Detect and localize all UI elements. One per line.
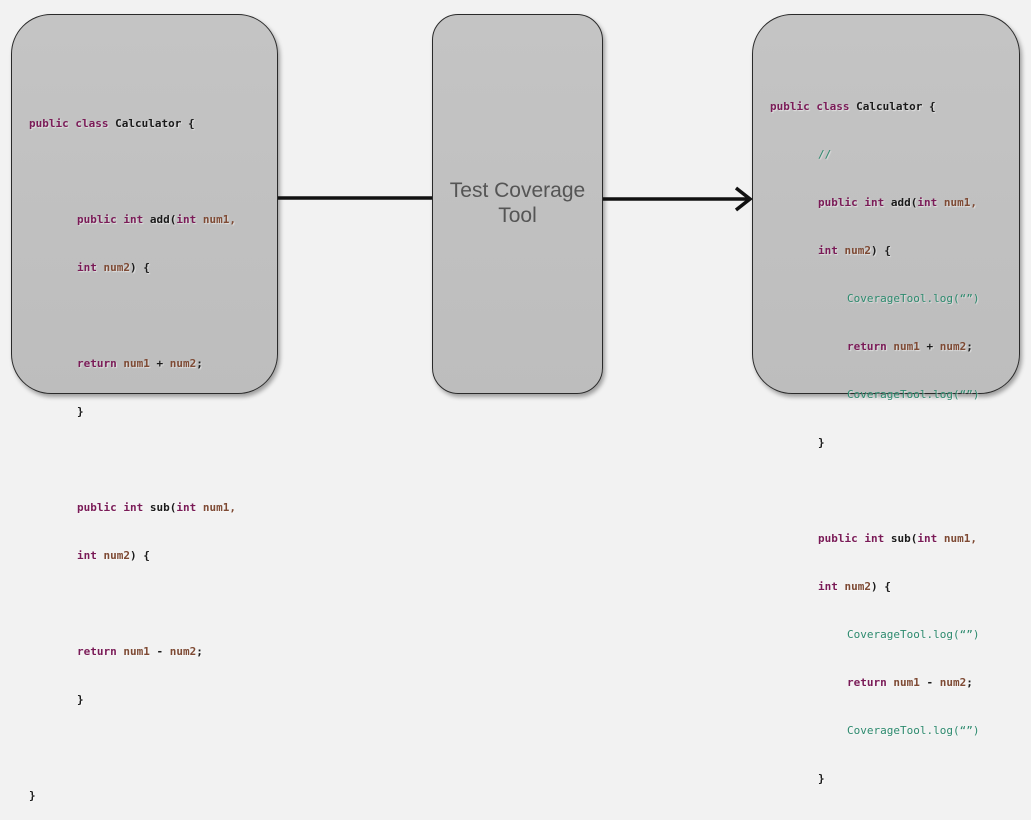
code-variable: num2 xyxy=(844,580,872,593)
code-keyword: return xyxy=(847,676,894,689)
code-keyword: public int xyxy=(77,501,150,514)
code-keyword: public class xyxy=(29,117,116,130)
code-text: - xyxy=(149,645,170,658)
coverage-log-call: CoverageTool.log(“”) xyxy=(847,724,980,737)
code-variable: num1, xyxy=(943,532,977,545)
code-keyword: int xyxy=(176,213,203,226)
code-line: return num1 - num2; xyxy=(29,644,236,660)
coverage-log-call: CoverageTool.log(“”) xyxy=(847,388,980,401)
code-variable: num2 xyxy=(939,676,967,689)
original-code-box xyxy=(11,14,278,394)
code-keyword: int xyxy=(818,580,845,593)
code-text: - xyxy=(919,676,940,689)
code-text: } xyxy=(77,693,84,706)
code-text: sub( xyxy=(149,501,177,514)
code-variable: num1 xyxy=(893,676,920,689)
code-keyword: int xyxy=(917,532,944,545)
code-line: } xyxy=(29,788,236,804)
code-line: int num2) { xyxy=(29,548,236,564)
code-line: CoverageTool.log(“”) xyxy=(770,387,979,403)
code-line: CoverageTool.log(“”) xyxy=(770,627,979,643)
coverage-log-call: CoverageTool.log(“”) xyxy=(847,628,980,641)
code-line: return num1 + num2; xyxy=(29,356,236,372)
code-text: add( xyxy=(890,196,918,209)
code-variable: num1 xyxy=(123,357,150,370)
code-text: add( xyxy=(149,213,177,226)
code-text: Calculator { xyxy=(115,117,195,130)
code-line: public class Calculator { xyxy=(770,99,979,115)
code-line: int num2) { xyxy=(770,579,979,595)
coverage-log-call: CoverageTool.log(“”) xyxy=(847,292,980,305)
code-keyword: public class xyxy=(770,100,857,113)
code-line: } xyxy=(770,435,979,451)
code-keyword: int xyxy=(77,549,104,562)
flow-connectors xyxy=(278,186,753,212)
code-line: public int sub(int num1, xyxy=(29,500,236,516)
tool-label-line: Tool xyxy=(498,204,537,227)
code-text: ) { xyxy=(130,549,150,562)
code-keyword: return xyxy=(77,357,124,370)
code-text: ; xyxy=(966,676,973,689)
code-variable: num1 xyxy=(893,340,920,353)
code-keyword: return xyxy=(77,645,124,658)
code-line: CoverageTool.log(“”) xyxy=(770,291,979,307)
code-variable: num1, xyxy=(202,501,236,514)
code-comment: // xyxy=(818,148,832,161)
code-text: sub( xyxy=(890,532,918,545)
code-line: int num2) { xyxy=(29,260,236,276)
code-text: Calculator { xyxy=(856,100,936,113)
code-variable: num2 xyxy=(169,645,197,658)
code-keyword: public int xyxy=(818,196,891,209)
code-line: int num2) { xyxy=(770,243,979,259)
code-line: return num1 + num2; xyxy=(770,339,979,355)
code-variable: num1, xyxy=(202,213,236,226)
code-text: ; xyxy=(966,340,973,353)
code-line: public class Calculator { xyxy=(29,116,236,132)
code-keyword: int xyxy=(77,261,104,274)
code-line: public int add(int num1, xyxy=(770,195,979,211)
coverage-tool-label: Test Coverage Tool xyxy=(432,178,603,228)
code-variable: num2 xyxy=(169,357,197,370)
coverage-tool-box xyxy=(432,14,603,394)
code-line: // xyxy=(770,147,979,163)
code-text: ) { xyxy=(871,244,891,257)
arrowhead-icon xyxy=(734,186,753,212)
code-keyword: public int xyxy=(818,532,891,545)
code-line: public int add(int num1, xyxy=(29,212,236,228)
code-keyword: int xyxy=(917,196,944,209)
code-variable: num2 xyxy=(103,261,131,274)
code-variable: num2 xyxy=(103,549,131,562)
code-text: ; xyxy=(196,357,203,370)
code-text: } xyxy=(29,789,36,802)
instrumented-code-box xyxy=(752,14,1020,394)
code-text: ) { xyxy=(871,580,891,593)
code-keyword: int xyxy=(818,244,845,257)
code-variable: num1 xyxy=(123,645,150,658)
code-variable: num2 xyxy=(844,244,872,257)
code-keyword: public int xyxy=(77,213,150,226)
code-line: CoverageTool.log(“”) xyxy=(770,723,979,739)
code-text: ) { xyxy=(130,261,150,274)
code-text: } xyxy=(818,772,825,785)
code-text: + xyxy=(919,340,940,353)
tool-label-line: Test Coverage xyxy=(449,179,586,202)
code-text: + xyxy=(149,357,170,370)
code-keyword: int xyxy=(176,501,203,514)
code-line: public int sub(int num1, xyxy=(770,531,979,547)
code-text: ; xyxy=(196,645,203,658)
code-variable: num2 xyxy=(939,340,967,353)
code-line: } xyxy=(770,771,979,787)
code-line: return num1 - num2; xyxy=(770,675,979,691)
code-keyword: return xyxy=(847,340,894,353)
code-text: } xyxy=(818,436,825,449)
code-line: } xyxy=(29,692,236,708)
code-variable: num1, xyxy=(943,196,977,209)
